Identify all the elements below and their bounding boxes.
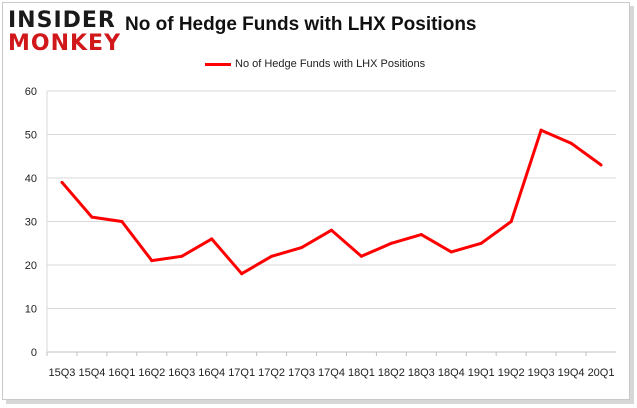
data-point bbox=[150, 259, 154, 263]
y-tick-label: 0 bbox=[31, 347, 37, 359]
x-tick-label: 18Q4 bbox=[438, 367, 465, 379]
data-point bbox=[569, 141, 573, 145]
series-layer bbox=[60, 128, 603, 276]
series-line-0 bbox=[60, 128, 602, 276]
x-tick-label: 15Q4 bbox=[78, 367, 105, 379]
y-tick-label: 10 bbox=[25, 304, 37, 316]
x-tick-label: 18Q1 bbox=[348, 367, 375, 379]
y-tick-labels: 0 10 20 30 40 50 60 bbox=[25, 86, 37, 359]
y-tick-label: 60 bbox=[25, 86, 37, 98]
x-tick-label: 18Q2 bbox=[378, 367, 405, 379]
data-point bbox=[270, 254, 274, 258]
x-tick-label: 17Q3 bbox=[288, 367, 315, 379]
insider-monkey-logo: INSIDER MONKEY bbox=[8, 8, 122, 60]
data-point bbox=[479, 241, 483, 245]
y-tick-label: 50 bbox=[25, 130, 37, 142]
x-tick-label: 16Q1 bbox=[108, 367, 135, 379]
data-point bbox=[599, 163, 603, 167]
legend-swatch bbox=[205, 62, 231, 66]
x-tick-label: 19Q4 bbox=[558, 367, 585, 379]
chart-title: No of Hedge Funds with LHX Positions bbox=[125, 14, 477, 35]
legend-label: No of Hedge Funds with LHX Positions bbox=[235, 58, 426, 70]
data-point bbox=[90, 215, 94, 219]
data-point bbox=[509, 220, 513, 223]
logo-line1: INSIDER bbox=[8, 8, 116, 33]
data-point bbox=[449, 250, 453, 254]
y-tick-label: 40 bbox=[25, 173, 37, 185]
data-point bbox=[330, 228, 333, 232]
x-tick-label: 19Q3 bbox=[528, 367, 555, 379]
x-tick-label: 19Q1 bbox=[468, 367, 495, 379]
x-tick-label: 16Q4 bbox=[198, 367, 225, 379]
data-point bbox=[240, 272, 244, 276]
y-tick-label: 20 bbox=[25, 260, 37, 272]
x-tick-label: 16Q3 bbox=[168, 367, 195, 379]
x-tick-label: 15Q3 bbox=[49, 367, 76, 379]
logo-line2: MONKEY bbox=[8, 31, 122, 56]
x-tick-label: 17Q4 bbox=[318, 367, 345, 379]
x-tick-labels: 15Q3 15Q4 16Q1 16Q2 16Q3 16Q4 17Q1 17Q2 17Q3 17Q4… bbox=[46, 352, 615, 379]
chart-legend: No of Hedge Funds with LHX Positions bbox=[205, 56, 425, 72]
data-point bbox=[120, 220, 124, 223]
data-point bbox=[180, 254, 184, 258]
data-point bbox=[210, 237, 214, 241]
x-tick-label: 16Q2 bbox=[138, 367, 165, 379]
data-point bbox=[539, 128, 543, 132]
data-point bbox=[389, 241, 393, 245]
data-point bbox=[419, 233, 423, 237]
x-tick-label: 17Q2 bbox=[258, 367, 285, 379]
data-point bbox=[60, 180, 64, 184]
y-tick-label: 30 bbox=[25, 217, 37, 229]
x-tick-label: 17Q1 bbox=[228, 367, 255, 379]
data-point bbox=[300, 246, 304, 250]
x-tick-label: 19Q2 bbox=[498, 367, 525, 379]
data-point bbox=[359, 254, 363, 258]
x-tick-label: 20Q1 bbox=[588, 367, 615, 379]
gridlines bbox=[46, 90, 616, 353]
chart-frame bbox=[2, 2, 630, 400]
x-tick-label: 18Q3 bbox=[408, 367, 435, 379]
